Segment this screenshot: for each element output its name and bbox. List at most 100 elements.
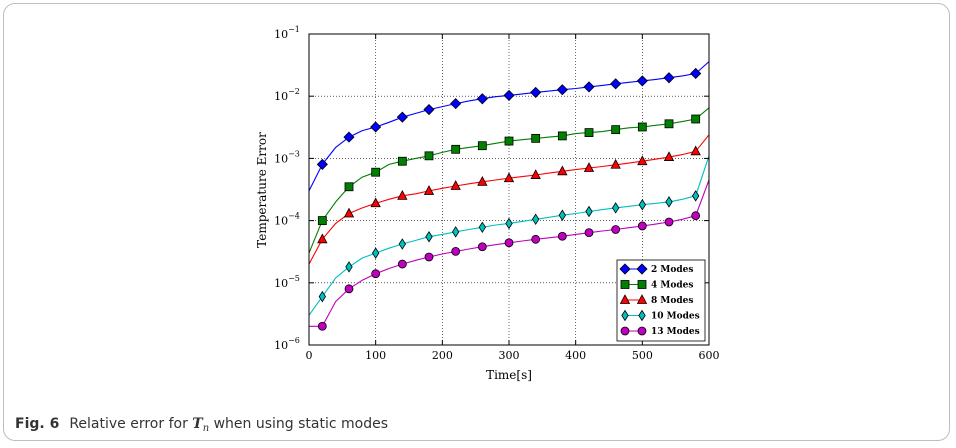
legend-marker — [638, 309, 646, 322]
legend-label: 4 Modes — [651, 281, 693, 291]
data-point-4 — [531, 213, 540, 226]
data-point-4 — [451, 226, 460, 238]
x-tick-label: 500 — [632, 349, 653, 362]
data-point-5 — [691, 211, 701, 221]
data-point-4 — [665, 196, 673, 208]
data-point-1 — [690, 67, 702, 80]
data-point-5 — [557, 231, 567, 241]
data-point-1 — [663, 72, 675, 84]
data-point-2 — [637, 122, 647, 132]
data-point-1 — [503, 89, 515, 101]
y-tick-label: 10−2 — [274, 87, 300, 103]
data-point-3 — [690, 145, 701, 156]
legend-marker — [637, 326, 647, 336]
data-point-4 — [425, 231, 433, 243]
data-point-2 — [504, 136, 514, 146]
legend-marker — [621, 309, 629, 322]
data-point-5 — [611, 225, 621, 234]
x-axis-label: Time[s] — [486, 368, 532, 382]
data-point-2 — [584, 128, 594, 137]
x-tick-label: 100 — [365, 349, 386, 362]
data-point-5 — [637, 221, 647, 231]
data-point-4 — [558, 209, 567, 221]
legend-label: 10 Modes — [651, 312, 700, 322]
data-point-5 — [531, 234, 541, 244]
temperature-error-chart: 0 100 200 300 400 500 600 10−6 10−5 10−4 10−3 10−2 1… — [255, 25, 720, 382]
legend-marker — [619, 294, 631, 304]
caption-subscript: n — [202, 423, 210, 434]
data-point-2 — [477, 141, 487, 151]
y-tick-label: 10−4 — [274, 212, 300, 228]
data-point-3 — [317, 233, 328, 244]
data-point-3 — [503, 172, 515, 183]
legend: 2 Modes 4 Modes 8 Modes 10 Modes 13 Modes — [616, 259, 706, 342]
data-point-5 — [664, 217, 674, 227]
data-point-1 — [396, 111, 408, 123]
y-axis-label: Temperature Error — [255, 132, 269, 248]
data-point-2 — [451, 144, 461, 154]
data-point-2 — [611, 125, 621, 135]
data-point-5 — [424, 252, 434, 262]
data-point-2 — [691, 114, 701, 124]
y-tick-label: 10−1 — [274, 25, 300, 41]
data-point-4 — [371, 247, 380, 259]
x-tick-label: 300 — [499, 349, 520, 362]
caption-text-post: when using static modes — [209, 416, 389, 432]
data-point-5 — [584, 228, 594, 238]
data-point-3 — [663, 151, 675, 161]
data-point-4 — [398, 238, 407, 250]
data-point-5 — [371, 269, 381, 279]
legend-marker — [636, 263, 648, 275]
data-point-1 — [556, 84, 568, 96]
data-point-2 — [371, 167, 381, 177]
data-point-3 — [370, 197, 381, 208]
data-point-2 — [664, 119, 674, 129]
data-point-3 — [450, 180, 461, 190]
legend-marker — [619, 263, 631, 275]
y-tick-label: 10−6 — [274, 336, 300, 352]
legend-marker — [636, 294, 648, 304]
data-point-2 — [424, 151, 434, 161]
data-point-3 — [557, 165, 568, 176]
data-point-1 — [450, 98, 462, 110]
data-point-1 — [316, 158, 328, 170]
data-point-2 — [317, 216, 327, 226]
figure-frame — [3, 3, 950, 441]
data-point-3 — [397, 189, 408, 200]
data-point-3 — [583, 162, 595, 172]
data-point-3 — [530, 169, 541, 179]
caption-symbol: T — [192, 416, 203, 432]
data-point-5 — [344, 284, 354, 294]
y-tick-label: 10−5 — [274, 274, 300, 290]
legend-marker — [620, 280, 630, 289]
data-point-5 — [397, 259, 407, 269]
data-point-2 — [344, 182, 354, 192]
legend-marker — [637, 280, 647, 289]
data-point-4 — [345, 261, 353, 273]
legend-label: 8 Modes — [651, 296, 693, 306]
caption-label: Fig. 6 — [15, 416, 60, 432]
legend-label: 13 Modes — [651, 327, 700, 337]
data-point-4 — [585, 205, 593, 218]
x-tick-label: 0 — [306, 349, 313, 362]
data-point-3 — [477, 175, 488, 186]
series-lines — [308, 61, 710, 331]
legend-marker — [620, 326, 630, 336]
x-tick-label: 200 — [432, 349, 453, 362]
data-point-4 — [478, 221, 487, 234]
data-point-5 — [477, 242, 487, 252]
x-tick-label: 600 — [699, 349, 720, 362]
data-point-1 — [343, 131, 355, 143]
data-point-1 — [530, 86, 542, 98]
data-point-3 — [610, 158, 621, 169]
figure-caption: Fig. 6 Relative error for Tn when using s… — [15, 416, 388, 434]
data-point-1 — [423, 103, 435, 116]
data-point-4 — [691, 190, 700, 202]
data-point-3 — [343, 207, 355, 218]
data-point-5 — [317, 321, 327, 331]
data-point-3 — [637, 155, 648, 166]
data-point-2 — [397, 156, 407, 166]
data-point-1 — [370, 121, 382, 133]
legend-label: 2 Modes — [651, 265, 693, 275]
y-tick-label: 10−3 — [274, 149, 300, 165]
